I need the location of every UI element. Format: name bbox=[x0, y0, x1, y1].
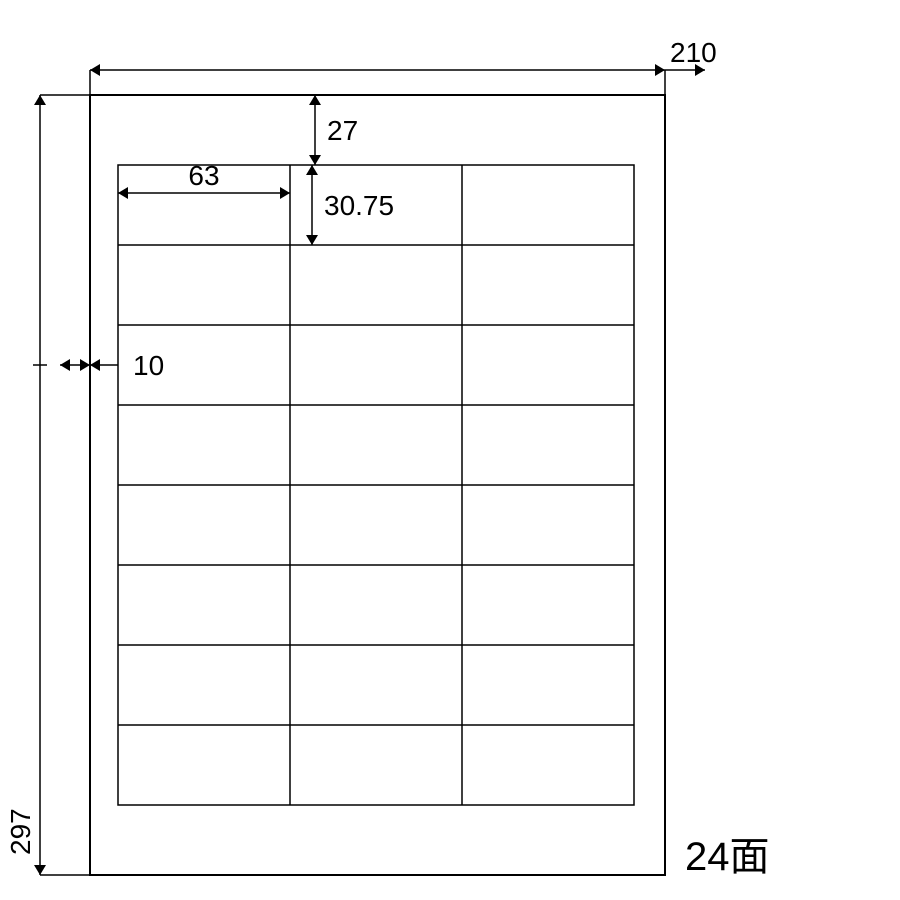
dim-left-margin: 10 bbox=[133, 350, 164, 381]
dim-height: 297 bbox=[5, 808, 36, 855]
dim-width: 210 bbox=[670, 37, 717, 68]
dim-cell-width: 63 bbox=[188, 160, 219, 191]
dim-top-margin: 27 bbox=[327, 115, 358, 146]
dim-cell-height: 30.75 bbox=[324, 190, 394, 221]
faces-label: 24面 bbox=[685, 835, 770, 879]
